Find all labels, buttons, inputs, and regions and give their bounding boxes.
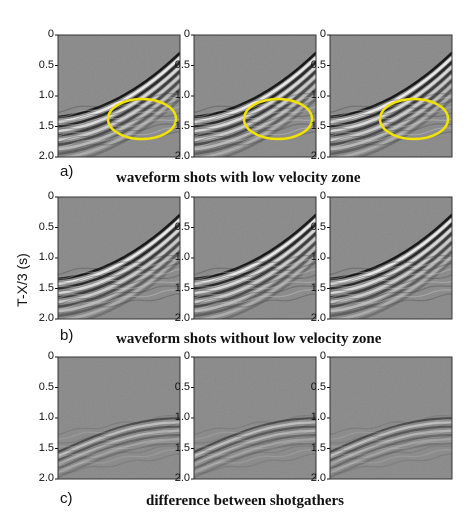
tick-label: 2.0 (38, 472, 54, 484)
tick-label: 1.5 (174, 119, 190, 132)
y-axis-label: T-X/3 (s) (14, 253, 31, 307)
tick-label: 0 (47, 350, 54, 362)
tick-label: 2.0 (38, 150, 54, 162)
tick-label: 0 (183, 28, 190, 40)
tick-label: 1.5 (174, 281, 190, 294)
tick-label: 0.5 (174, 58, 190, 71)
tick-label: 1.5 (38, 119, 54, 132)
tick-label: 2.0 (310, 150, 326, 162)
tick-label: 1.0 (174, 411, 190, 423)
tick-label: 0.5 (310, 220, 326, 233)
tick-label: 1.5 (38, 281, 54, 294)
tick-label: 0.5 (38, 220, 54, 233)
panel-r1-c2 (327, 196, 453, 320)
lvz-highlight-ellipse (242, 97, 314, 141)
panel-r0-c0 (55, 34, 181, 158)
panel-r0-c2 (327, 34, 453, 158)
tick-label: 0 (319, 350, 326, 362)
tick-label: 1.0 (310, 411, 326, 423)
tick-label: 0.5 (38, 380, 54, 393)
tick-label: 1.0 (38, 251, 54, 263)
panel-r1-c0 (55, 196, 181, 320)
tick-label: 1.5 (310, 441, 326, 454)
tick-label: 0.5 (174, 380, 190, 393)
tick-label: 0 (319, 28, 326, 40)
tick-label: 1.0 (38, 411, 54, 423)
tick-label: 1.0 (174, 89, 190, 101)
tick-label: 1.5 (38, 441, 54, 454)
tick-label: 2.0 (310, 472, 326, 484)
tick-label: 1.0 (310, 251, 326, 263)
tick-label: 0.5 (310, 58, 326, 71)
row-a-caption: waveform shots with low velocity zone (116, 170, 361, 186)
lvz-highlight-ellipse (106, 97, 178, 141)
tick-label: 1.5 (174, 441, 190, 454)
tick-label: 2.0 (174, 150, 190, 162)
tick-label: 0 (47, 190, 54, 202)
tick-label: 1.0 (310, 89, 326, 101)
tick-label: 0.5 (38, 58, 54, 71)
tick-label: 0 (47, 28, 54, 40)
tick-label: 1.0 (38, 89, 54, 101)
panel-r1-c1 (191, 196, 317, 320)
tick-label: 2.0 (174, 312, 190, 324)
tick-label: 1.5 (310, 281, 326, 294)
tick-label: 0.5 (310, 380, 326, 393)
tick-label: 1.5 (310, 119, 326, 132)
tick-label: 0 (183, 190, 190, 202)
tick-label: 0 (183, 350, 190, 362)
panel-r2-c0 (55, 356, 181, 480)
tick-label: 2.0 (310, 312, 326, 324)
row-c-letter: c) (60, 490, 73, 507)
panel-r0-c1 (191, 34, 317, 158)
row-a-letter: a) (60, 163, 74, 180)
tick-label: 1.0 (174, 251, 190, 263)
tick-label: 2.0 (38, 312, 54, 324)
tick-label: 2.0 (174, 472, 190, 484)
panel-r2-c2 (327, 356, 453, 480)
row-b-caption: waveform shots without low velocity zone (116, 331, 382, 347)
tick-label: 0 (319, 190, 326, 202)
tick-label: 0.5 (174, 220, 190, 233)
row-c-caption: difference between shotgathers (146, 493, 345, 509)
lvz-highlight-ellipse (378, 97, 450, 141)
panel-r2-c1 (191, 356, 317, 480)
row-b-letter: b) (60, 327, 74, 344)
